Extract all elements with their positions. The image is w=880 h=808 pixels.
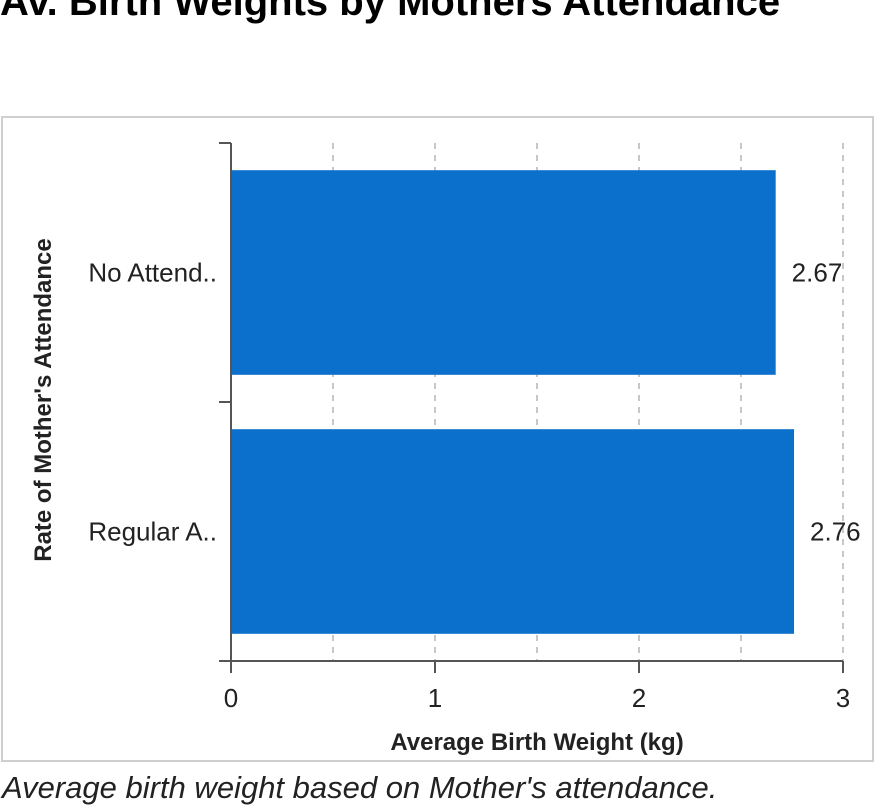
chart-title: Av. Birth Weights by Mothers Attendance xyxy=(0,0,781,24)
x-axis-label: Average Birth Weight (kg) xyxy=(390,729,683,756)
bars xyxy=(231,170,795,634)
x-tick-label: 2 xyxy=(632,683,646,713)
category-label-2: Regular A.. xyxy=(88,517,217,547)
chart-caption: Average birth weight based on Mother's a… xyxy=(2,770,718,805)
chart-frame xyxy=(1,116,874,762)
y-axis-label: Rate of Mother's Attendance xyxy=(30,238,57,562)
x-tick-label: 3 xyxy=(836,683,850,713)
data-label-2: 2.76 xyxy=(810,517,861,547)
axes xyxy=(219,142,844,673)
data-label-1: 2.67 xyxy=(792,258,843,288)
category-label-1: No Attend.. xyxy=(88,258,217,288)
bar-1 xyxy=(231,170,776,375)
labels: 2.67 No Attend.. 2.76 Regular A.. 0 1 2 3 xyxy=(88,258,860,714)
bar-2 xyxy=(231,429,795,634)
x-tick-label: 0 xyxy=(224,683,238,713)
x-tick-label: 1 xyxy=(428,683,442,713)
